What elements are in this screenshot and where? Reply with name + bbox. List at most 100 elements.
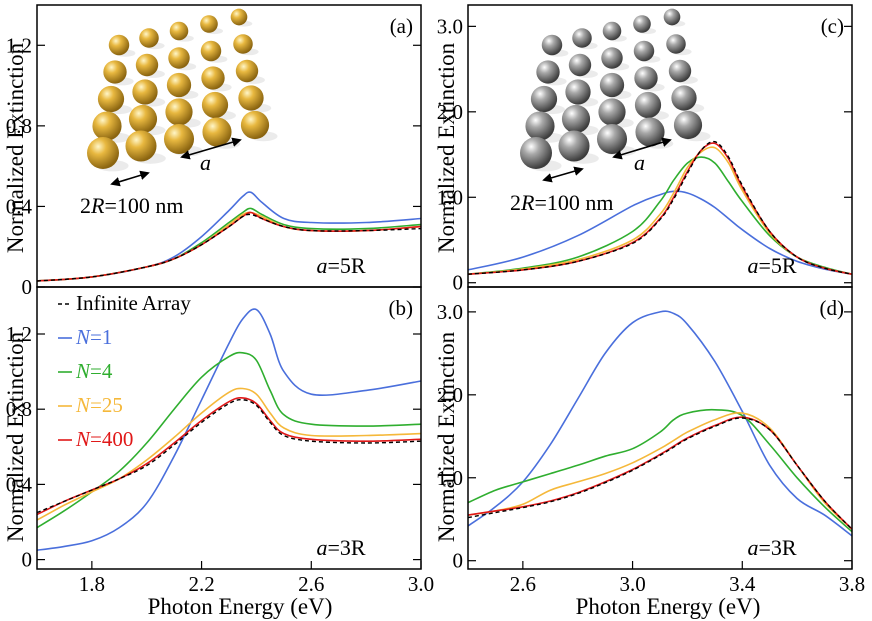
x-tick-label: 2.6	[298, 572, 324, 596]
silver-size-label: 2R=100 nm	[510, 190, 613, 215]
series-N4-line	[467, 408, 853, 533]
y-axis-title-bottom-left: Normalized Extinction	[3, 331, 28, 542]
particle	[561, 104, 591, 134]
particle	[135, 53, 159, 77]
y-tick-label: 0	[22, 275, 33, 299]
particle	[139, 28, 159, 48]
particle	[201, 66, 225, 90]
legend-symbol: N	[75, 359, 91, 383]
series-N400-line	[467, 416, 853, 530]
silver-nanoparticle-array-icon	[520, 8, 711, 172]
series-infinite-line	[36, 399, 422, 514]
particle	[200, 40, 222, 62]
x-tick-label: 1.8	[79, 572, 105, 596]
particle	[108, 34, 130, 56]
y-tick-label: 1.2	[6, 33, 32, 57]
gold-spacing-arrow	[180, 137, 242, 160]
particle	[163, 123, 195, 155]
y-tick-label: 2.0	[437, 100, 463, 124]
particle	[125, 130, 157, 162]
plot-frame	[36, 286, 422, 570]
x-tick-label: 3.8	[839, 572, 865, 596]
particle	[568, 53, 592, 77]
particle	[230, 8, 248, 26]
particle	[572, 28, 592, 48]
panel-label: (d)	[820, 296, 845, 320]
y-tick-label: 0	[453, 271, 464, 295]
x-tick-label: 3.0	[619, 572, 645, 596]
y-tick-label: 3.0	[437, 300, 463, 324]
legend-symbol: N	[75, 325, 91, 349]
panel-label: (a)	[390, 14, 413, 38]
silver-spacing-label: a	[634, 150, 645, 175]
y-tick-label: 0.8	[6, 114, 32, 138]
particle	[240, 110, 270, 140]
y-tick-label: 0	[22, 548, 33, 572]
particle	[633, 40, 655, 62]
panel-b: 0 0.4 0.8 1.2 1.8 2.2 2.6 3.0 (b) a=3R	[6, 286, 434, 596]
particle	[103, 60, 127, 84]
annotation-symbol: a	[316, 535, 327, 560]
series-N1-line	[36, 308, 422, 551]
annotation-value: =5R	[327, 253, 365, 278]
legend-text: Infinite Array	[76, 291, 191, 315]
annotation-symbol: a	[747, 253, 758, 278]
particle	[525, 111, 555, 141]
series-N25-line	[467, 412, 853, 530]
particle	[634, 91, 662, 119]
y-tick-label: 1.0	[437, 185, 463, 209]
particle	[166, 72, 192, 98]
legend-label-N4: N=4	[75, 359, 113, 383]
x-axis-title-left: Photon Energy (eV)	[148, 594, 333, 619]
particle	[165, 98, 193, 126]
gold-nanoparticle-array-icon	[87, 8, 278, 172]
particle	[132, 79, 158, 105]
y-tick-label: 0	[453, 549, 464, 573]
series-infinite-line	[467, 417, 853, 530]
particle	[601, 47, 623, 69]
series-infinite-line	[467, 140, 853, 275]
particle	[92, 111, 122, 141]
particle	[633, 15, 651, 33]
silver-diameter-arrow	[542, 166, 584, 183]
particle	[530, 85, 558, 113]
series-N1-line	[467, 310, 853, 537]
plot-frame	[467, 286, 853, 570]
particle	[97, 85, 125, 113]
legend-text: =4	[90, 359, 113, 383]
x-axis-title-right: Photon Energy (eV)	[576, 594, 761, 619]
y-axis-title-top-right: Normalized Extinction	[434, 42, 459, 253]
spacing-annotation: a=5R	[316, 253, 365, 278]
y-tick-label: 1.0	[437, 466, 463, 490]
particle	[233, 34, 253, 54]
particle	[671, 85, 697, 111]
particle	[596, 123, 628, 155]
y-tick-label: 0.4	[6, 472, 33, 496]
series-N1-line	[467, 190, 853, 275]
spacing-annotation: a=5R	[747, 253, 796, 278]
particle	[201, 91, 229, 119]
particle	[520, 137, 552, 169]
legend-label-infinite: Infinite Array	[76, 291, 191, 315]
legend-label-N1: N=1	[75, 325, 112, 349]
legend-label-N25: N=25	[75, 393, 123, 417]
gold-spacing-label: a	[200, 150, 211, 175]
series-N400-line	[36, 397, 422, 516]
particle	[602, 21, 622, 41]
gold-size-label: 2R=100 nm	[80, 193, 183, 218]
y-tick-label: 1.2	[6, 322, 32, 346]
panel-label: (b)	[389, 296, 414, 320]
annotation-symbol: a	[316, 253, 327, 278]
particle	[169, 21, 189, 41]
gold-diameter-arrow	[110, 170, 150, 187]
y-tick-label: 0.4	[6, 194, 33, 218]
y-tick-label: 3.0	[437, 14, 463, 38]
particle	[634, 66, 658, 90]
particle	[565, 79, 591, 105]
particle	[599, 72, 625, 98]
particle	[666, 34, 686, 54]
particle	[598, 98, 626, 126]
legend-symbol: N	[75, 427, 91, 451]
spacing-annotation: a=3R	[316, 535, 365, 560]
